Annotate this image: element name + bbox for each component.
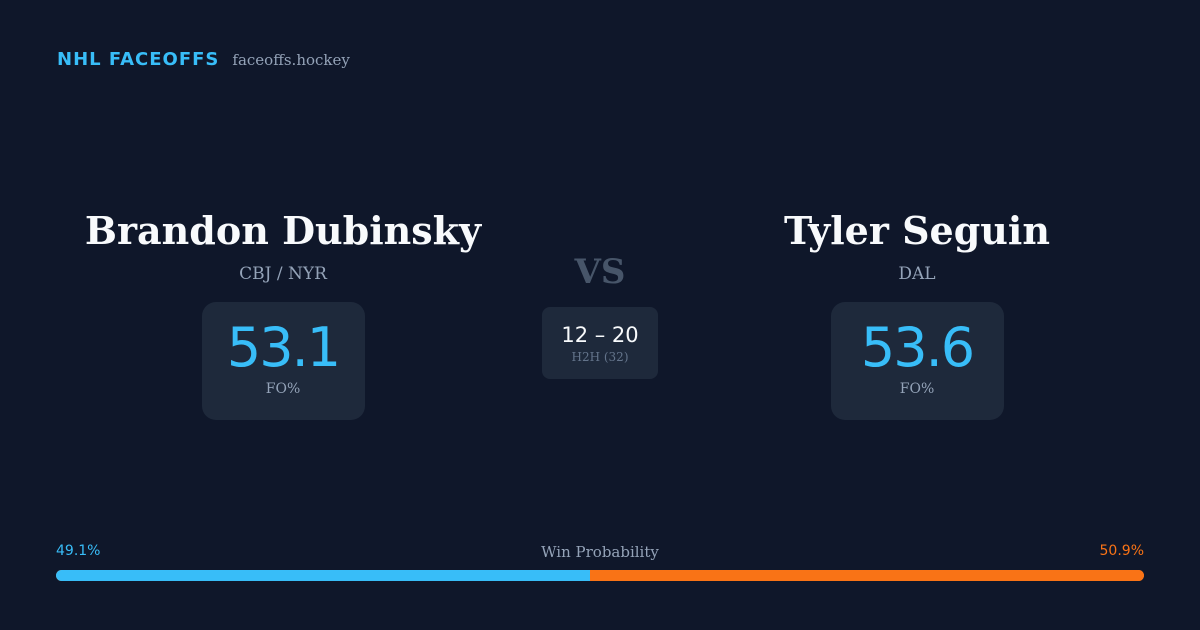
win-probability-bar-left	[56, 570, 591, 581]
versus-label: VS	[574, 252, 626, 292]
head-to-head-card: 12 – 20 H2H (32)	[542, 307, 658, 379]
faceoff-percentage: 53.6	[860, 316, 975, 379]
faceoff-stat-card: 53.6 FO%	[830, 302, 1004, 420]
player-right: Tyler Seguin DAL 53.6 FO%	[717, 205, 1117, 420]
win-probability-labels: 49.1% Win Probability 50.9%	[56, 543, 1144, 563]
faceoff-stat-card: 53.1 FO%	[201, 302, 365, 420]
head-to-head-label: H2H (32)	[571, 350, 629, 364]
faceoff-percentage: 53.1	[226, 316, 341, 379]
win-probability-bar	[56, 570, 1144, 581]
head-to-head-record: 12 – 20	[561, 323, 639, 347]
brand-title: NHL FACEOFFS	[57, 49, 220, 70]
player-left: Brandon Dubinsky CBJ / NYR 53.1 FO%	[83, 205, 483, 420]
brand-header: NHL FACEOFFS faceoffs.hockey	[57, 49, 350, 70]
win-probability-bar-right	[590, 570, 1144, 581]
faceoff-label: FO%	[899, 381, 935, 397]
faceoff-label: FO%	[265, 381, 301, 397]
player-team: DAL	[898, 264, 936, 284]
player-team: CBJ / NYR	[239, 264, 327, 284]
player-name: Brandon Dubinsky	[84, 208, 482, 253]
left-win-probability: 49.1%	[56, 543, 101, 559]
win-probability-title: Win Probability	[541, 543, 659, 561]
player-name: Tyler Seguin	[784, 208, 1050, 253]
right-win-probability: 50.9%	[1099, 543, 1144, 559]
brand-site-link[interactable]: faceoffs.hockey	[232, 51, 350, 69]
